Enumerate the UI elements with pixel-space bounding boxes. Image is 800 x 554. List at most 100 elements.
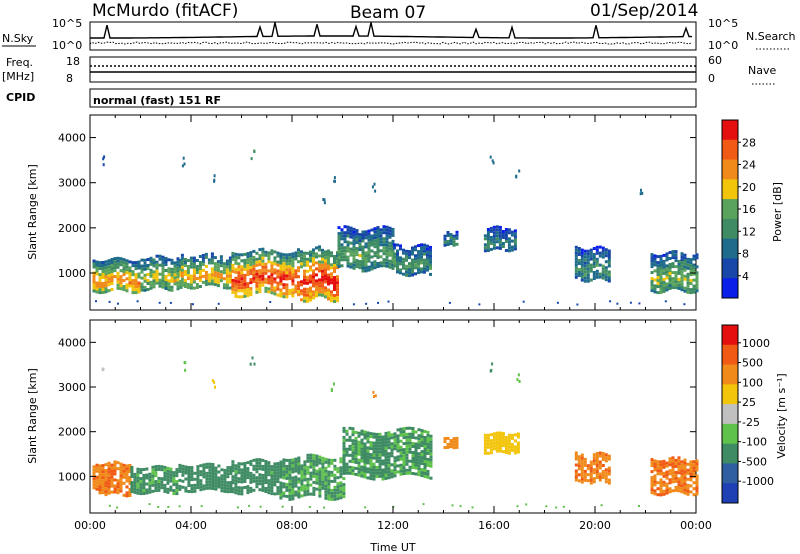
data-cell — [122, 258, 126, 262]
data-cell — [504, 228, 508, 231]
data-cell — [142, 468, 146, 471]
data-cell — [372, 432, 376, 436]
data-cell — [276, 480, 280, 484]
data-cell — [656, 261, 660, 265]
data-cell — [267, 251, 271, 255]
data-cell — [148, 472, 152, 476]
data-cell — [291, 273, 295, 277]
colorbar-tick-label: 28 — [742, 136, 756, 149]
data-cell — [282, 283, 286, 287]
data-cell — [309, 477, 313, 481]
data-cell — [589, 475, 593, 479]
data-cell — [686, 486, 690, 490]
data-cell — [342, 453, 346, 457]
data-cell — [393, 468, 397, 472]
data-cell — [683, 262, 687, 266]
colorbar-tick-label: -100 — [742, 436, 767, 449]
data-cell — [665, 255, 669, 259]
data-cell — [662, 253, 666, 257]
data-cell — [396, 449, 400, 453]
data-cell — [680, 490, 684, 494]
data-cell — [252, 261, 256, 265]
data-cell — [300, 250, 303, 254]
data-cell — [510, 239, 514, 243]
data-cell — [423, 460, 427, 463]
data-cell — [340, 237, 344, 241]
data-cell — [489, 439, 493, 443]
data-cell — [324, 295, 327, 299]
data-cell — [607, 252, 611, 256]
data-cell — [270, 252, 274, 256]
data-cell — [324, 262, 327, 266]
data-cell — [680, 472, 684, 476]
data-cell — [689, 484, 693, 488]
data-cell — [273, 277, 277, 281]
data-cell — [420, 468, 424, 472]
cpid-label: CPID — [6, 91, 35, 104]
data-cell — [122, 261, 126, 265]
data-cell — [267, 290, 271, 294]
colorbar-tick-label: 8 — [742, 248, 749, 261]
data-cell — [366, 476, 370, 480]
data-cell — [492, 225, 496, 229]
data-cell — [574, 475, 578, 479]
data-cell — [136, 488, 140, 492]
data-cell — [222, 277, 226, 281]
scatter-point — [333, 179, 336, 183]
data-cell — [369, 462, 373, 466]
nave-tick-low: 0 — [708, 72, 715, 85]
data-cell — [336, 275, 339, 279]
data-cell — [399, 268, 402, 272]
data-cell — [288, 292, 292, 296]
data-cell — [373, 245, 377, 249]
data-cell — [327, 491, 331, 495]
data-cell — [101, 479, 105, 483]
data-cell — [659, 290, 663, 294]
data-cell — [246, 485, 250, 489]
data-cell — [148, 487, 152, 491]
data-cell — [417, 464, 421, 468]
scatter-point — [489, 369, 492, 373]
data-cell — [516, 444, 520, 448]
data-cell — [246, 470, 250, 474]
data-cell — [384, 440, 388, 444]
data-cell — [343, 237, 347, 241]
data-cell — [300, 262, 303, 266]
nsky-label: N.Sky — [2, 32, 34, 45]
data-cell — [131, 279, 135, 283]
data-cell — [270, 264, 274, 268]
data-cell — [312, 489, 316, 493]
data-cell — [650, 485, 654, 489]
data-cell — [516, 450, 520, 454]
data-cell — [492, 447, 496, 451]
data-cell — [291, 476, 295, 480]
data-cell — [364, 230, 368, 234]
data-cell — [312, 492, 316, 496]
data-cell — [405, 249, 408, 253]
data-cell — [348, 471, 352, 475]
data-cell — [122, 466, 126, 470]
scatter-point — [518, 169, 521, 173]
data-cell — [146, 273, 150, 276]
data-cell — [229, 472, 233, 475]
data-cell — [119, 263, 123, 267]
data-cell — [324, 469, 328, 473]
data-cell — [429, 476, 433, 480]
data-cell — [148, 490, 152, 494]
data-cell — [650, 289, 654, 293]
scatter-point — [641, 191, 644, 195]
data-cell — [220, 477, 224, 481]
data-cell — [309, 253, 312, 257]
data-cell — [270, 477, 274, 481]
data-cell — [312, 453, 316, 457]
data-cell — [101, 288, 105, 291]
data-cell — [258, 473, 262, 477]
data-cell — [674, 488, 678, 492]
data-cell — [385, 237, 389, 241]
data-cell — [580, 474, 584, 478]
data-cell — [297, 254, 300, 258]
data-cell — [303, 299, 306, 303]
data-cell — [414, 460, 418, 464]
data-cell — [246, 461, 250, 465]
data-cell — [402, 448, 406, 452]
